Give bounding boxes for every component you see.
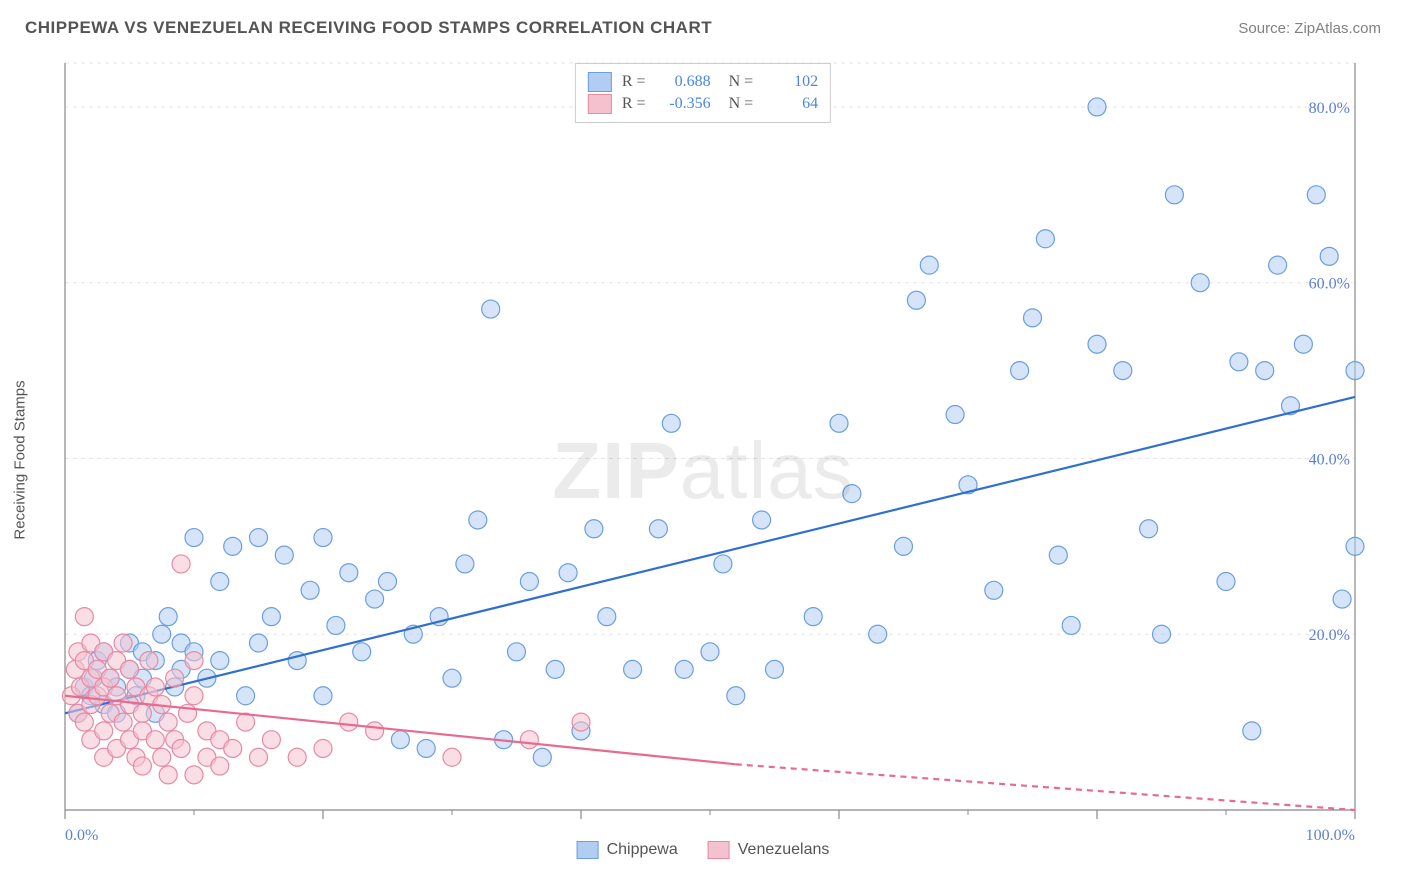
r-value: -0.356 bbox=[656, 95, 711, 113]
y-axis-label: Receiving Food Stamps bbox=[12, 380, 29, 539]
r-label: R = bbox=[622, 95, 646, 113]
r-value: 0.688 bbox=[656, 73, 711, 91]
legend-swatch bbox=[588, 72, 612, 92]
legend-swatch bbox=[577, 841, 599, 859]
legend-stat-row: R = -0.356 N = 64 bbox=[588, 94, 818, 114]
legend-label: Venezuelans bbox=[738, 841, 830, 859]
svg-text:20.0%: 20.0% bbox=[1309, 627, 1350, 644]
svg-text:40.0%: 40.0% bbox=[1309, 451, 1350, 468]
source-label: Source: ZipAtlas.com bbox=[1238, 20, 1381, 37]
svg-text:60.0%: 60.0% bbox=[1309, 276, 1350, 293]
n-label: N = bbox=[721, 73, 754, 91]
legend-swatch bbox=[708, 841, 730, 859]
legend-item: Chippewa bbox=[577, 841, 678, 859]
chart-container: Receiving Food Stamps ZIPatlas R =0.688 … bbox=[25, 55, 1381, 865]
legend-stat-row: R = 0.688 N = 102 bbox=[588, 72, 818, 92]
r-label: R = bbox=[622, 73, 646, 91]
scatter-chart: 0.0% 100.0% 20.0% 40.0% 60.0% 80.0% bbox=[25, 55, 1381, 865]
legend-swatch bbox=[588, 94, 612, 114]
n-value: 102 bbox=[763, 73, 818, 91]
svg-text:0.0%: 0.0% bbox=[65, 827, 98, 844]
series-legend: Chippewa Venezuelans bbox=[577, 841, 830, 859]
svg-text:80.0%: 80.0% bbox=[1309, 100, 1350, 117]
source-link[interactable]: ZipAtlas.com bbox=[1294, 20, 1381, 37]
n-value: 64 bbox=[763, 95, 818, 113]
correlation-legend: R = 0.688 N = 102 R = -0.356 N = 64 bbox=[575, 63, 831, 123]
legend-label: Chippewa bbox=[607, 841, 678, 859]
chart-title: CHIPPEWA VS VENEZUELAN RECEIVING FOOD ST… bbox=[25, 18, 712, 38]
n-label: N = bbox=[721, 95, 754, 113]
svg-text:100.0%: 100.0% bbox=[1306, 827, 1355, 844]
legend-item: Venezuelans bbox=[708, 841, 830, 859]
